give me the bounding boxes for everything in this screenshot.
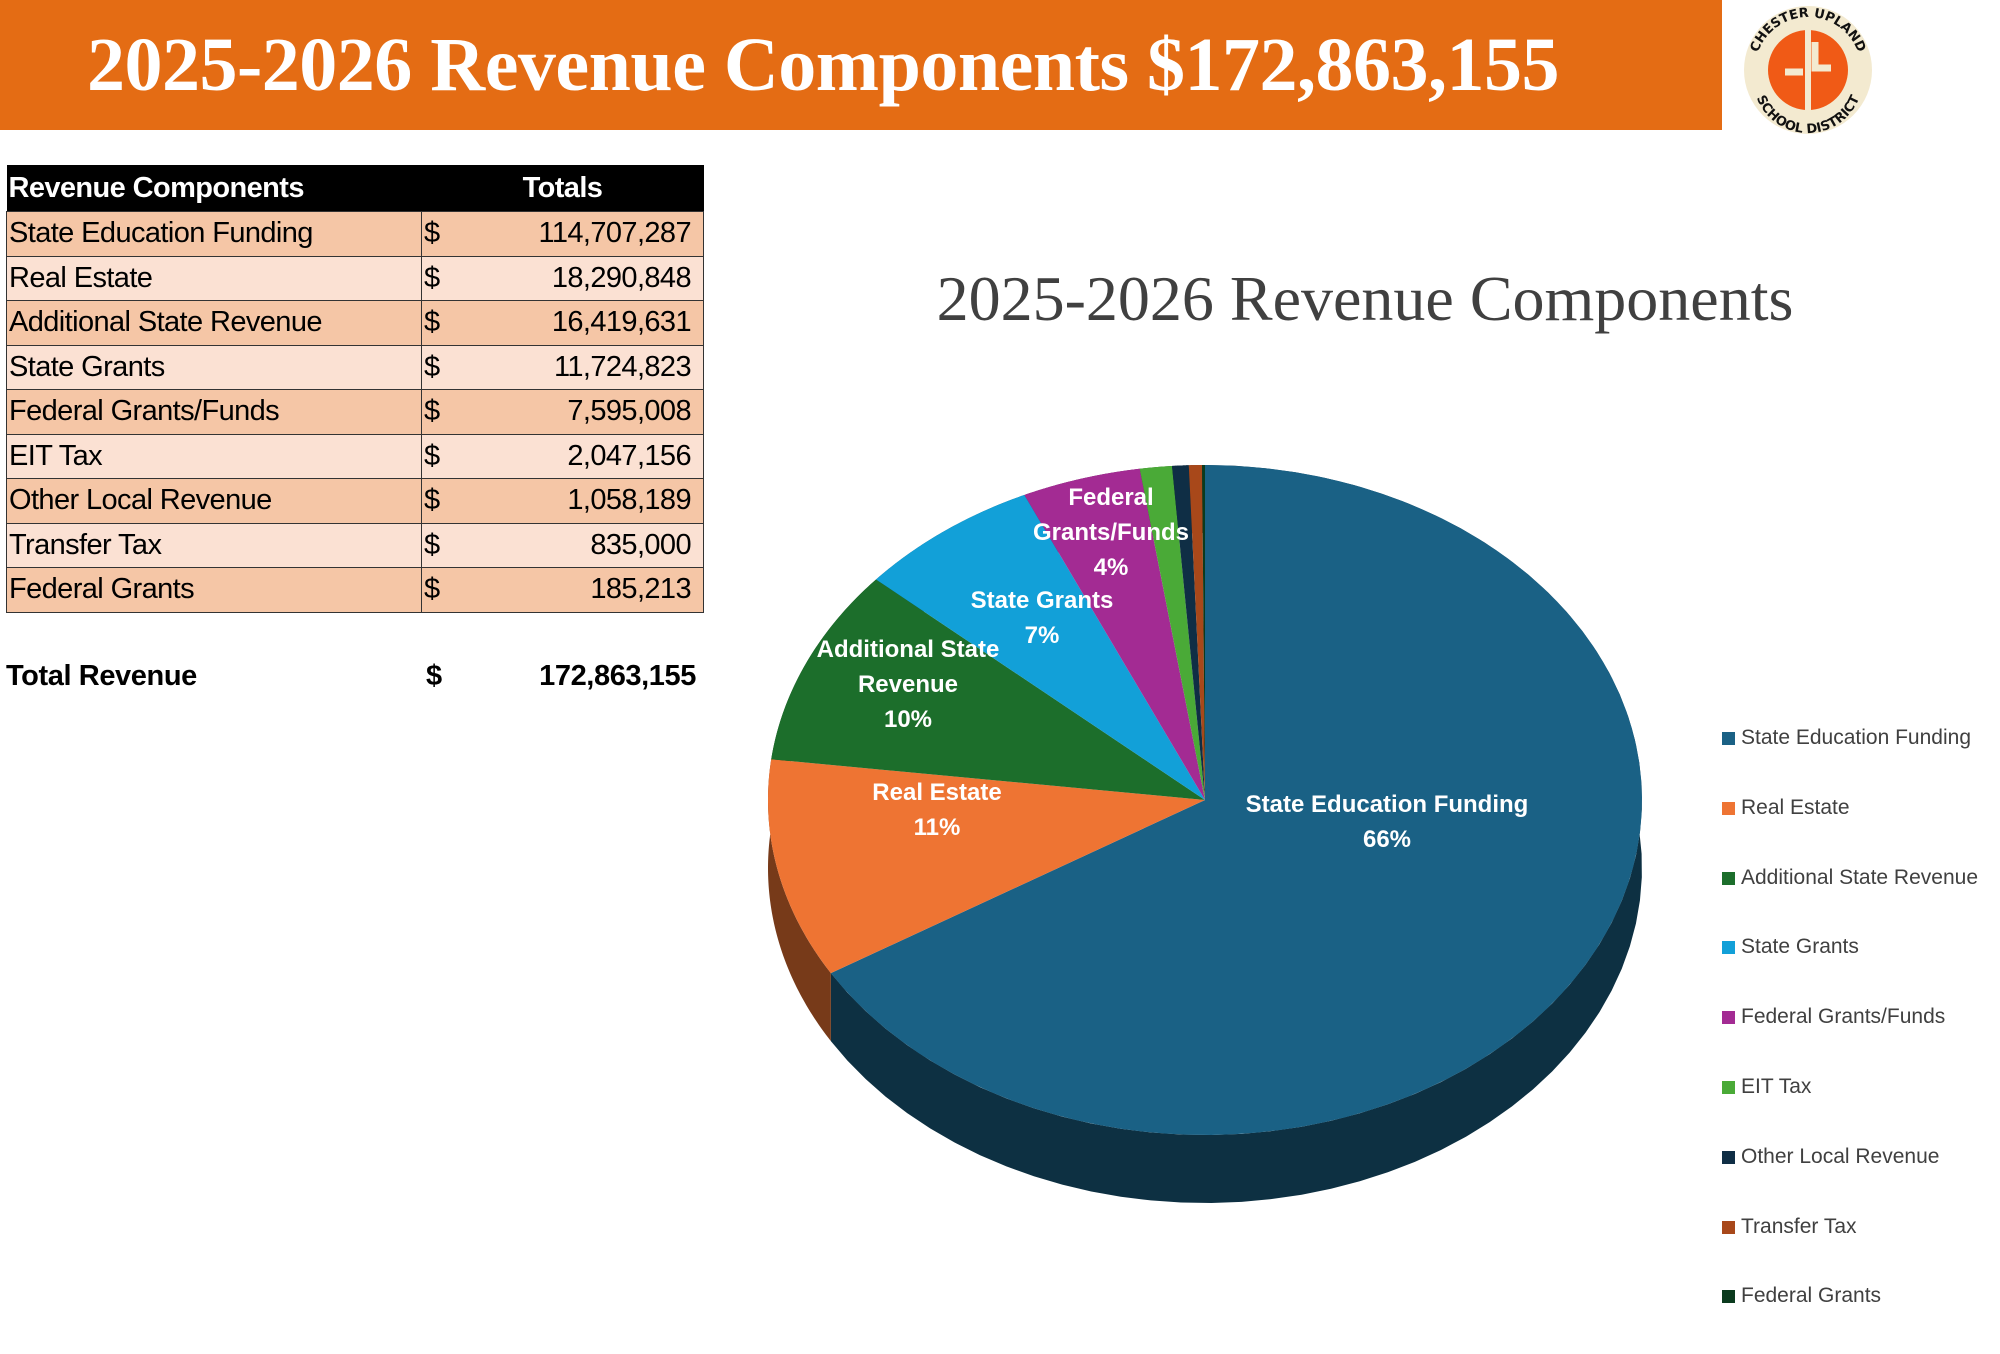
table-row: Federal Grants $ 185,213 [6,567,704,613]
legend-item: Federal Grants [1722,1284,1978,1354]
row-currency: $ [421,211,456,257]
legend-label: State Grants [1741,935,1859,959]
legend-swatch [1722,732,1735,745]
legend-item: State Grants [1722,935,1978,1005]
row-name: Federal Grants [6,567,422,613]
data-label: Grants/Funds [1033,519,1189,546]
row-amount: 114,707,287 [456,211,704,257]
row-currency: $ [421,344,456,390]
data-label: 66% [1363,826,1411,853]
table-row: Other Local Revenue $ 1,058,189 [6,478,704,524]
total-label: Total Revenue [6,660,197,692]
legend-label: Federal Grants/Funds [1741,1005,1946,1029]
table-row: Federal Grants/Funds $ 7,595,008 [6,389,704,435]
pie-slice-real-estate [768,759,1205,974]
legend-item: State Education Funding [1722,726,1978,796]
data-label: Revenue [858,671,958,698]
pie-slice-eit-tax [1139,465,1205,800]
school-district-logo: CHESTER UPLAND SCHOOL DISTRICT [1744,6,1872,137]
legend-swatch [1722,1150,1735,1164]
legend-label: Real Estate [1741,795,1850,819]
table-row: Transfer Tax $ 835,000 [6,522,704,568]
title-banner: 2025-2026 Revenue Components $172,863,15… [0,0,1722,130]
page-title: 2025-2026 Revenue Components $172,863,15… [87,22,1560,107]
data-label: 11% [914,814,961,841]
row-amount: 1,058,189 [456,478,704,524]
row-currency: $ [421,478,456,524]
row-amount: 16,419,631 [456,300,704,346]
row-name: Real Estate [6,255,422,301]
total-revenue-row: Total Revenue $ 172,863,155 [6,656,696,700]
table-row: State Education Funding $ 114,707,287 [6,211,704,257]
chart-title: 2025-2026 Revenue Components [936,263,1794,334]
data-label: Additional State [817,636,1000,663]
data-label: Real Estate [872,779,1001,806]
revenue-table: Revenue Components Totals State Educatio… [6,165,704,613]
row-currency: $ [421,433,456,479]
legend-item: Transfer Tax [1722,1215,1978,1285]
row-amount: 18,290,848 [456,255,704,301]
row-name: Other Local Revenue [6,478,422,524]
legend-item: EIT Tax [1722,1075,1978,1145]
legend-item: Additional State Revenue [1722,866,1978,936]
column-header-totals: Totals [421,165,704,212]
row-name: State Education Funding [6,211,422,257]
row-name: Additional State Revenue [6,300,422,346]
legend-label: EIT Tax [1741,1074,1812,1098]
column-header-components: Revenue Components [6,165,422,212]
legend-label: Transfer Tax [1741,1214,1857,1238]
pie-slice-federal-grants-funds [1024,468,1205,800]
pie-slice-transfer-tax [1188,465,1205,800]
legend-swatch [1722,1011,1735,1025]
row-amount: 11,724,823 [456,344,704,390]
chart-legend: State Education Funding Real Estate Additi… [1722,726,1978,1354]
pie-slice-other-local-revenue [1172,465,1205,800]
table-row: Additional State Revenue $ 16,419,631 [6,300,704,346]
data-label: State Education Funding [1246,791,1529,818]
row-amount: 835,000 [456,522,704,568]
data-label: State Grants [971,587,1114,614]
row-amount: 7,595,008 [456,389,704,435]
pie-slice-state-grants [876,494,1205,800]
row-currency: $ [421,567,456,613]
pie-slice-additional-state-revenue [771,579,1205,800]
table-row: State Grants $ 11,724,823 [6,344,704,390]
row-currency: $ [421,389,456,435]
row-name: Transfer Tax [6,522,422,568]
row-name: Federal Grants/Funds [6,389,422,435]
row-name: State Grants [6,344,422,390]
legend-swatch [1722,1080,1735,1094]
legend-swatch [1722,1290,1735,1304]
data-label: 4% [1094,554,1129,581]
row-name: EIT Tax [6,433,422,479]
table-row: Real Estate $ 18,290,848 [6,255,704,301]
row-currency: $ [421,522,456,568]
total-amount: 172,863,155 [539,660,696,692]
row-amount: 185,213 [456,567,704,613]
legend-item: Real Estate [1722,796,1978,866]
legend-swatch [1722,1220,1735,1234]
legend-label: Additional State Revenue [1741,865,1978,889]
table-header: Revenue Components Totals [6,165,704,212]
data-label: 7% [1025,622,1060,649]
legend-label: State Education Funding [1741,726,1971,749]
legend-swatch [1722,871,1735,885]
data-label: Federal [1068,484,1153,511]
legend-swatch [1722,941,1735,955]
legend-item: Federal Grants/Funds [1722,1005,1978,1075]
pie-slice-federal-grants [1202,465,1205,800]
pie-slice-state-education-funding [830,465,1642,1135]
data-label: 10% [884,706,932,733]
legend-label: Other Local Revenue [1741,1144,1940,1168]
legend-label: Federal Grants [1741,1284,1882,1308]
legend-item: Other Local Revenue [1722,1145,1978,1215]
pie-slice-side [768,759,831,1042]
row-currency: $ [421,300,456,346]
total-currency: $ [426,660,442,692]
legend-swatch [1722,801,1735,815]
